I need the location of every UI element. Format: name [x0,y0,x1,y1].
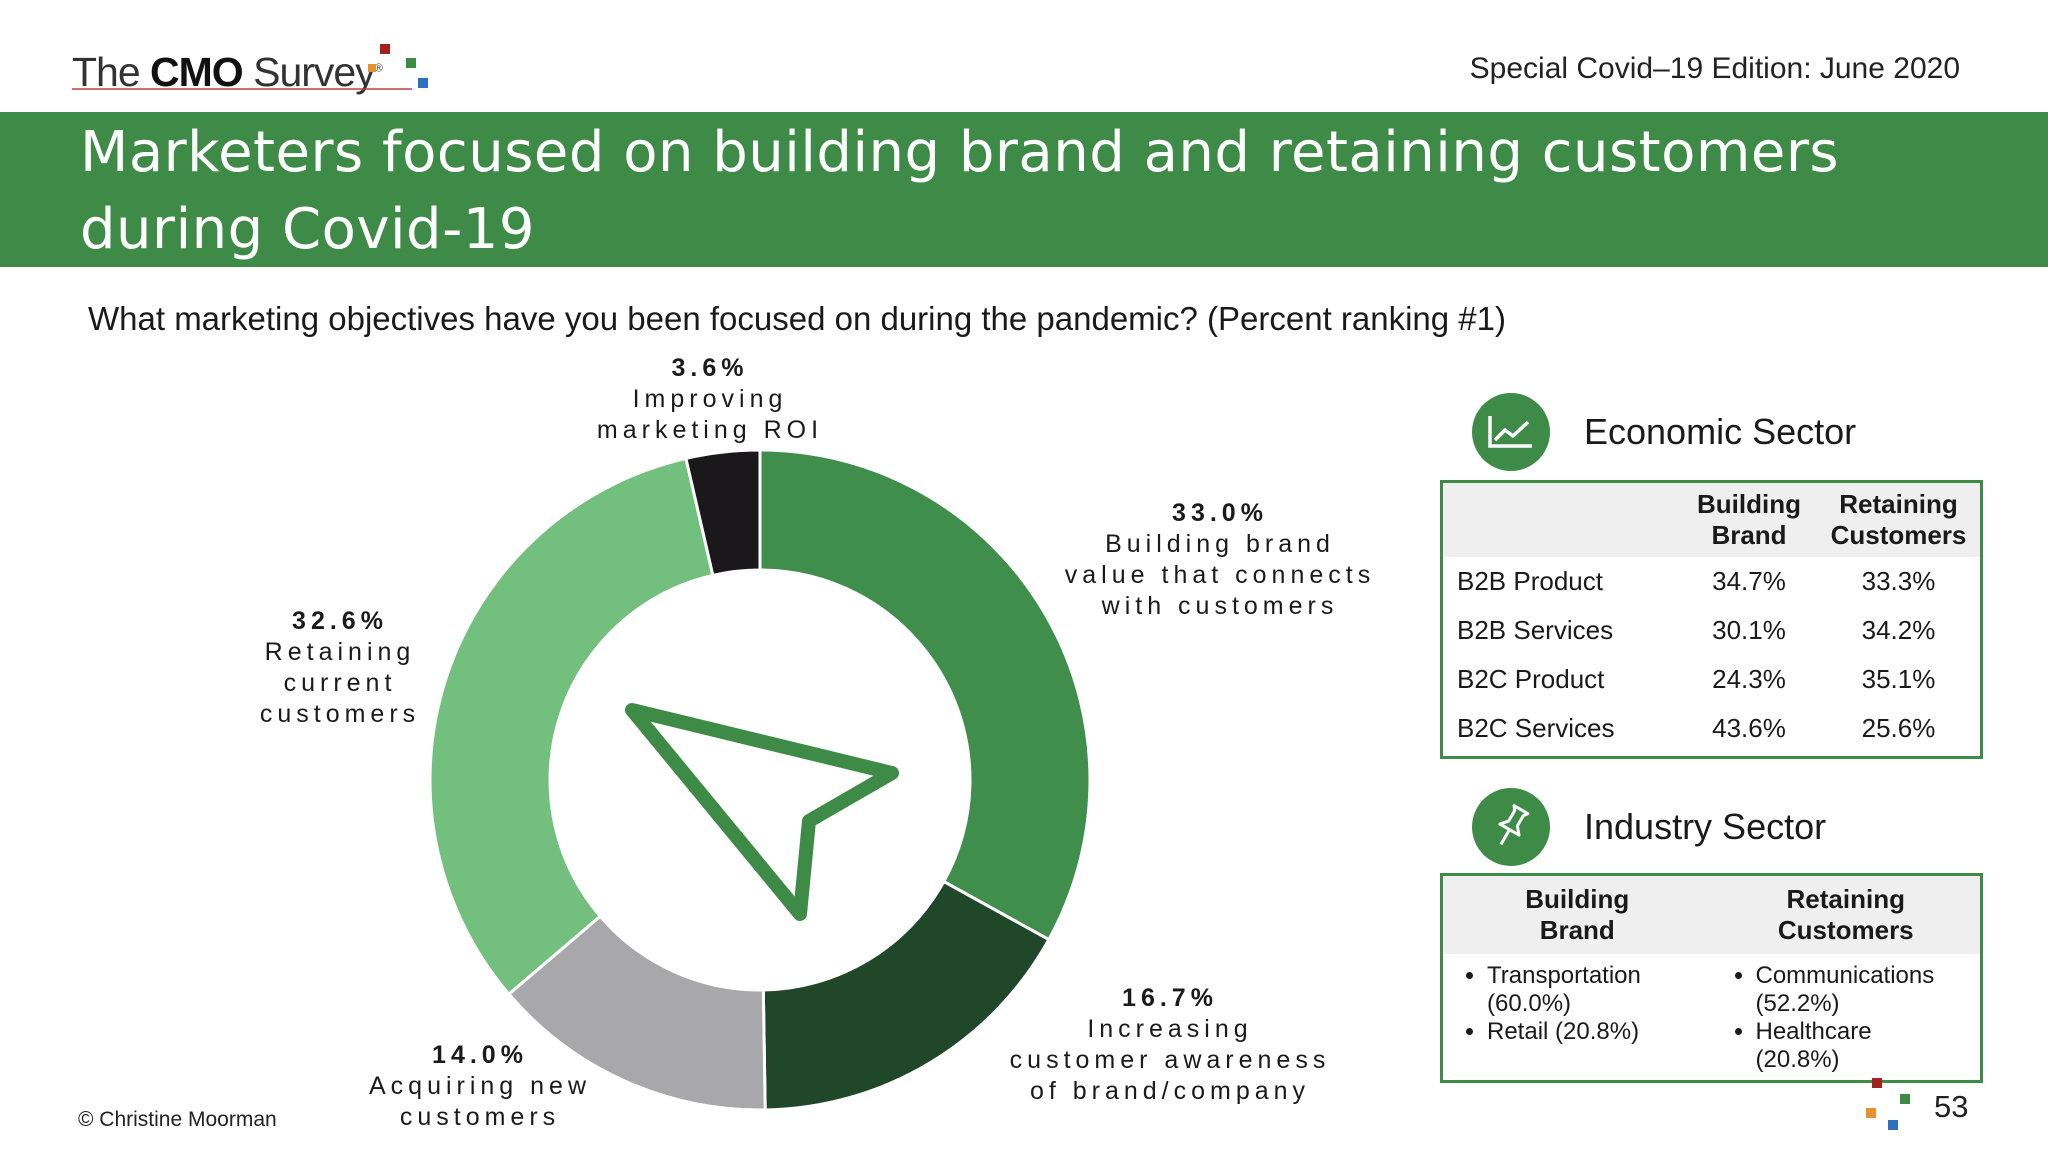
line-chart-icon [1472,393,1550,471]
list-item: Transportation (60.0%) [1487,962,1657,1018]
col-building-brand: Building Brand [1525,884,1630,945]
label-building-brand: 33.0% Building brand value that connects… [1064,499,1376,620]
footer-squares-icon [1866,1078,1928,1134]
cmo-survey-logo: The CMO Survey® [72,44,383,96]
industry-sector-title: Industry Sector [1584,806,1827,847]
economic-table: Building Brand Retaining Customers B2B P… [1443,483,1980,753]
industry-sector-header: Industry Sector [1472,788,1826,866]
economic-sector-title: Economic Sector [1584,411,1857,452]
economic-sector-header: Economic Sector [1472,393,1856,471]
label-retaining-customers: 32.6% Retaining current customers [259,607,421,728]
label-increasing-awareness: 16.7% Increasing customer awareness of b… [1009,984,1331,1105]
page-title: Marketers focused on building brand and … [80,120,1840,262]
col-building-brand: Building Brand [1681,483,1817,557]
list-item: Communications (52.2%) [1756,962,1946,1018]
industry-table-header: Building Brand Retaining Customers [1443,876,1980,954]
table-row: B2C Product 24.3% 35.1% [1457,664,1936,694]
table-row: B2B Services 30.1% 34.2% [1457,615,1936,645]
table-row: B2C Services 43.6% 25.6% [1457,713,1936,743]
economic-table-box: Building Brand Retaining Customers B2B P… [1440,480,1983,759]
title-banner [0,112,2048,267]
label-improving-roi: 3.6% Improving marketing ROI [596,354,824,444]
survey-question: What marketing objectives have you been … [88,300,1507,337]
logo-text: The CMO Survey® [72,49,383,95]
donut-chart [428,448,1092,1112]
list-item: Retail (20.8%) [1487,1018,1712,1046]
industry-building-list: Transportation (60.0%) Retail (20.8%) [1443,962,1712,1074]
industry-table-box: Building Brand Retaining Customers Trans… [1440,873,1983,1083]
edition-label: Special Covid–19 Edition: June 2020 [1469,52,1960,85]
industry-retaining-list: Communications (52.2%) Healthcare (20.8%… [1712,962,1981,1074]
copyright: © Christine Moorman [78,1108,277,1131]
slice-building-brand [758,448,1092,942]
logo-squares-icon [368,44,434,90]
logo-underline [72,88,412,90]
list-item: Healthcare (20.8%) [1756,1018,1906,1074]
table-row: B2B Product 34.7% 33.3% [1457,566,1936,596]
label-acquiring-customers: 14.0% Acquiring new customers [368,1041,592,1131]
col-retaining-customers: Retaining Customers [1817,483,1980,557]
col-retaining-customers: Retaining Customers [1777,884,1914,945]
slice-improving-roi [684,448,762,578]
navigation-arrow-icon [625,703,899,921]
page-number: 53 [1934,1089,1969,1124]
slice-retaining-customers [428,456,715,997]
pushpin-icon [1472,788,1550,866]
